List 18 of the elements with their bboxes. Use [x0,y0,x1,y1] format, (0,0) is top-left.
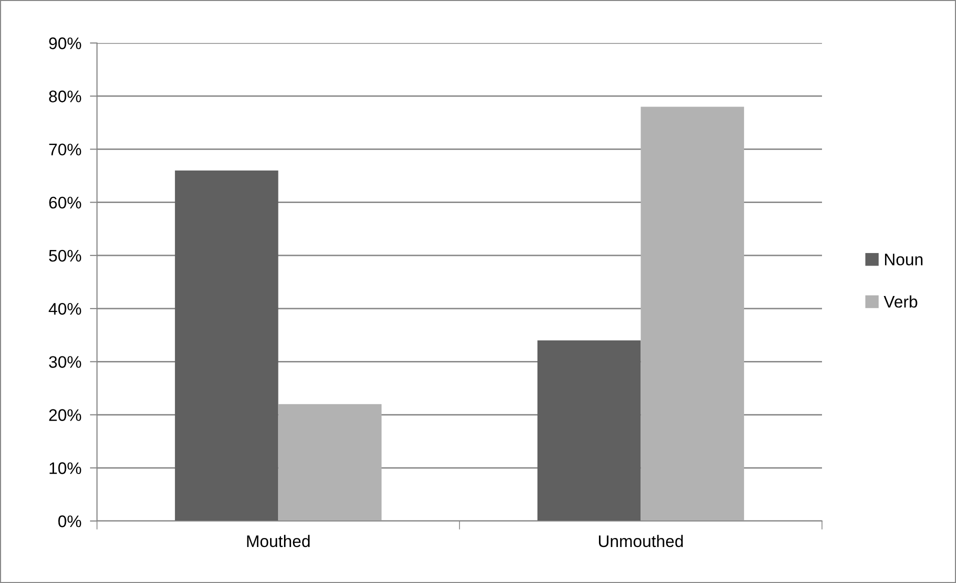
bar [537,340,641,521]
y-tick-label: 70% [49,144,82,156]
x-tick-label: Mouthed [247,534,310,548]
y-tick-label: 0% [58,515,82,528]
x-tick-label: Unmouthed [598,534,683,548]
y-tick-label: 20% [49,409,82,421]
bar [640,106,744,521]
y-tick-label: 80% [49,90,82,102]
bar [278,404,382,521]
y-tick-label: 60% [49,196,82,209]
legend-label: Noun [885,254,922,266]
y-tick-label: 10% [50,462,82,474]
y-tick-label: 30% [49,356,82,368]
y-tick-label: 90% [49,37,82,50]
y-tick-label: 40% [48,302,82,315]
bar [174,170,278,521]
legend-label: Verb [884,295,918,308]
y-tick-label: 50% [49,250,82,262]
